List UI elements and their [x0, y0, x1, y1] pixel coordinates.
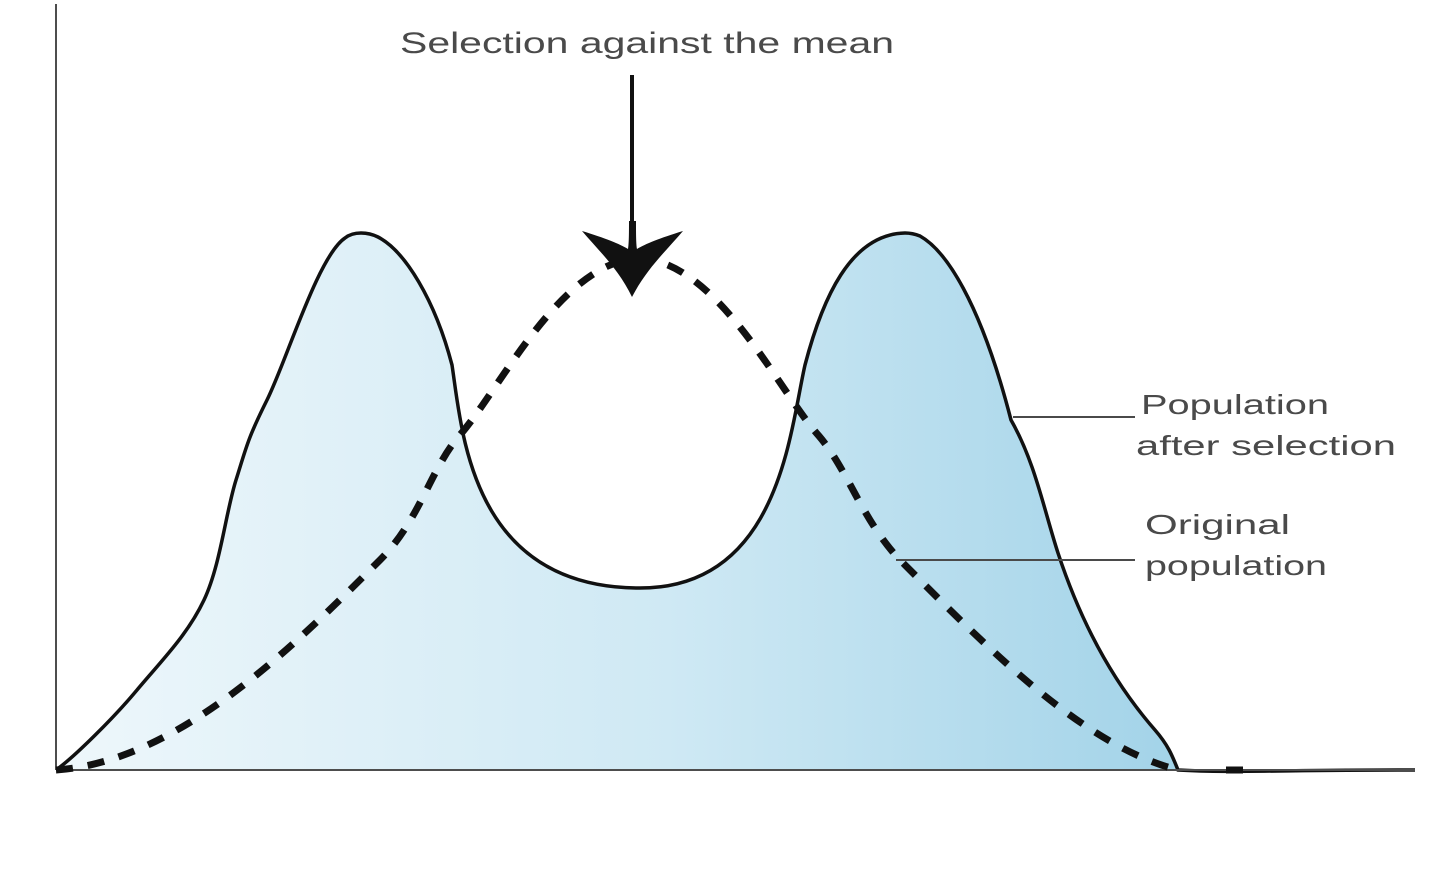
svg-text:Original: Original — [1145, 509, 1290, 540]
svg-text:Selection against the mean: Selection against the mean — [400, 27, 894, 60]
svg-text:Population: Population — [1141, 389, 1329, 420]
svg-text:after selection: after selection — [1136, 430, 1396, 461]
svg-text:population: population — [1145, 550, 1327, 581]
